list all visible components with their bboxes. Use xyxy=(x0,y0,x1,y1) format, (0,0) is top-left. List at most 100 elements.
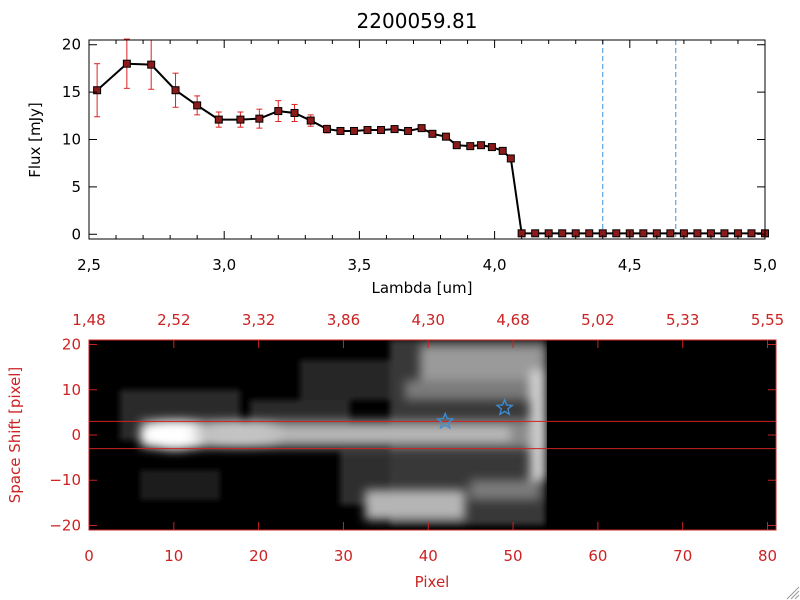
y-tick-label: 5 xyxy=(71,178,81,196)
error-bars xyxy=(94,38,514,162)
data-point xyxy=(349,126,358,135)
ghost-features xyxy=(365,345,545,520)
data-point xyxy=(720,229,729,238)
data-point xyxy=(452,141,461,150)
spectrum-frame xyxy=(88,39,766,240)
x-tick-label: 40 xyxy=(419,547,438,565)
x-tick-label: 70 xyxy=(673,547,692,565)
data-point xyxy=(585,229,594,238)
x-tick-label: 50 xyxy=(504,547,523,565)
edge-ghost xyxy=(530,370,545,480)
data-point xyxy=(171,86,180,95)
data-point xyxy=(417,124,426,133)
noise-patch xyxy=(140,470,220,500)
lower-ghost xyxy=(365,490,465,520)
dashed-lines xyxy=(602,40,677,239)
x-tick-label: 0 xyxy=(84,547,94,565)
star-marker xyxy=(435,411,455,430)
data-point xyxy=(506,154,515,163)
data-point xyxy=(193,101,202,110)
x-tick-label: 5,0 xyxy=(753,256,777,274)
data-point xyxy=(274,107,283,116)
x-tick-label: 4,5 xyxy=(618,256,642,274)
x-tick-label: 60 xyxy=(588,547,607,565)
y-tick-label: 10 xyxy=(62,131,81,149)
data-point xyxy=(363,126,372,135)
upper-ghost xyxy=(405,380,535,400)
spectrum-x-label: Lambda [um] xyxy=(372,279,473,297)
y-tick-label: 15 xyxy=(62,83,81,101)
x-tick-label: 80 xyxy=(758,547,777,565)
trace-peak xyxy=(140,420,210,450)
lower-ghost xyxy=(470,480,540,500)
data-point xyxy=(466,142,475,151)
x-tick-label: 2,5 xyxy=(77,256,101,274)
data-point xyxy=(336,126,345,135)
data-point xyxy=(147,60,156,69)
data-point xyxy=(93,86,102,95)
resize-grip[interactable] xyxy=(786,586,800,600)
data-point xyxy=(477,141,486,150)
top-tick-label: 3,32 xyxy=(242,311,275,329)
image-x-ticks: 0 10 20 30 40 50 60 70 80 xyxy=(84,522,777,565)
data-point xyxy=(487,143,496,152)
data-point xyxy=(747,229,756,238)
y-tick-label: 20 xyxy=(62,336,81,354)
y-tick-label: −10 xyxy=(49,471,81,489)
x-tick-label: 30 xyxy=(334,547,353,565)
data-point xyxy=(498,146,507,155)
upper-ghost xyxy=(420,345,545,380)
data-point xyxy=(639,229,648,238)
top-tick-label: 5,02 xyxy=(581,311,614,329)
spectrum-markers xyxy=(93,59,769,238)
data-point xyxy=(558,229,567,238)
star-markers xyxy=(435,398,514,430)
data-point xyxy=(390,125,399,134)
main-trace xyxy=(140,420,540,450)
image-top-ticks: 1,48 2,52 3,32 3,86 4,30 4,68 5,02 5,33 5,55 xyxy=(72,311,784,348)
star-marker xyxy=(495,398,514,416)
data-point xyxy=(377,126,386,135)
data-point xyxy=(441,132,450,141)
x-tick-label: 20 xyxy=(249,547,268,565)
data-point xyxy=(236,115,245,124)
spectrum-title: 2200059.81 xyxy=(357,9,478,33)
aperture-lines xyxy=(89,420,776,450)
x-tick-label: 10 xyxy=(164,547,183,565)
data-point xyxy=(214,115,223,124)
data-point xyxy=(306,116,315,125)
top-tick-label: 5,33 xyxy=(666,311,699,329)
trace-core xyxy=(200,428,510,440)
data-point xyxy=(612,229,621,238)
data-point xyxy=(404,126,413,135)
data-point xyxy=(666,229,675,238)
data-point xyxy=(531,229,540,238)
spectrum-line xyxy=(96,62,765,235)
data-point xyxy=(693,229,702,238)
data-point xyxy=(122,59,131,68)
top-tick-label: 5,55 xyxy=(751,311,784,329)
image-y-label: Space Shift [pixel] xyxy=(6,367,24,504)
noise-patch xyxy=(300,360,390,400)
y-tick-label: 20 xyxy=(62,36,81,54)
top-tick-label: 1,48 xyxy=(72,311,105,329)
data-point xyxy=(428,129,437,138)
top-tick-label: 2,52 xyxy=(157,311,190,329)
image-y-ticks: −20 −10 0 10 20 xyxy=(49,336,776,534)
spectrum-y-label: Flux [mJy] xyxy=(26,102,44,178)
data-point xyxy=(322,125,331,134)
x-tick-label: 3,0 xyxy=(212,256,236,274)
y-tick-label: 0 xyxy=(71,225,81,243)
y-tick-label: 0 xyxy=(71,426,81,444)
top-tick-label: 4,68 xyxy=(496,311,529,329)
data-point xyxy=(290,108,299,117)
spectrum-y-ticks: 0 5 10 15 20 xyxy=(62,36,765,243)
top-tick-label: 4,30 xyxy=(412,311,445,329)
x-tick-label: 3,5 xyxy=(347,256,371,274)
y-tick-label: 10 xyxy=(62,381,81,399)
image-x-label: Pixel xyxy=(415,573,450,591)
spectrum-x-ticks: 2,5 3,0 3,5 4,0 4,5 5,0 xyxy=(77,40,777,274)
x-tick-label: 4,0 xyxy=(483,256,507,274)
